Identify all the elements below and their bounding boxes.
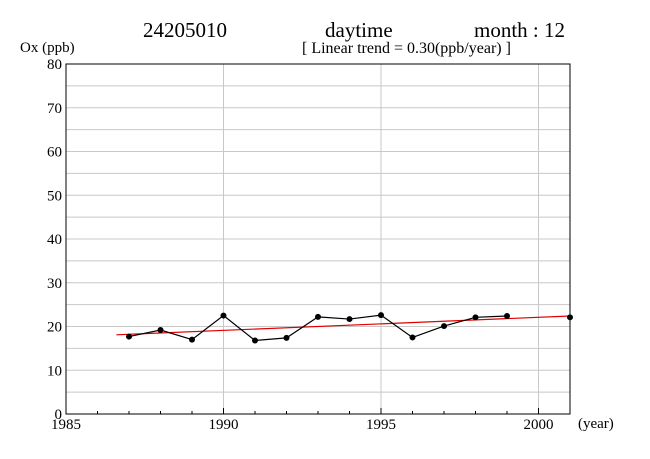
- data-point: [189, 336, 195, 343]
- station-id: 24205010: [143, 18, 227, 42]
- x-tick-label: 1990: [209, 417, 239, 433]
- y-tick-label: 0: [55, 407, 63, 423]
- data-point: [126, 333, 132, 340]
- y-tick-label: 80: [47, 57, 62, 73]
- period-label: daytime: [325, 18, 393, 42]
- data-points: [126, 312, 573, 344]
- y-axis-label: Ox (ppb): [20, 40, 75, 56]
- trend-label: [ Linear trend = 0.30(ppb/year) ]: [302, 40, 511, 57]
- data-point: [220, 312, 227, 319]
- data-point: [346, 316, 353, 323]
- data-point: [504, 313, 510, 319]
- y-tick-label: 60: [47, 145, 62, 161]
- x-axis-label: (year): [578, 416, 614, 432]
- y-tick-label: 70: [47, 101, 62, 117]
- y-tick-labels: 0 10 20 30 40 50 60 70 80: [47, 57, 62, 423]
- y-tick-label: 10: [47, 363, 62, 379]
- y-tick-label: 50: [47, 188, 62, 204]
- data-point: [441, 323, 447, 330]
- y-tick-label: 40: [47, 232, 62, 248]
- x-tick-labels: 1985 1990 1995 2000: [51, 408, 571, 433]
- month-label: month : 12: [474, 18, 566, 42]
- y-tick-label: 20: [47, 320, 62, 336]
- data-point: [157, 327, 164, 333]
- grid-lines: [66, 64, 570, 414]
- data-point: [378, 312, 384, 319]
- data-point: [283, 334, 290, 341]
- x-tick-label: 2000: [524, 417, 554, 433]
- data-point: [472, 314, 479, 321]
- data-point: [567, 314, 573, 321]
- data-point: [409, 334, 416, 341]
- data-point: [315, 313, 321, 320]
- x-tick-label: 1985: [51, 417, 81, 433]
- x-tick-label: 1995: [366, 417, 396, 433]
- trend-line: [116, 315, 571, 336]
- data-point: [252, 337, 258, 344]
- y-tick-label: 30: [47, 276, 62, 292]
